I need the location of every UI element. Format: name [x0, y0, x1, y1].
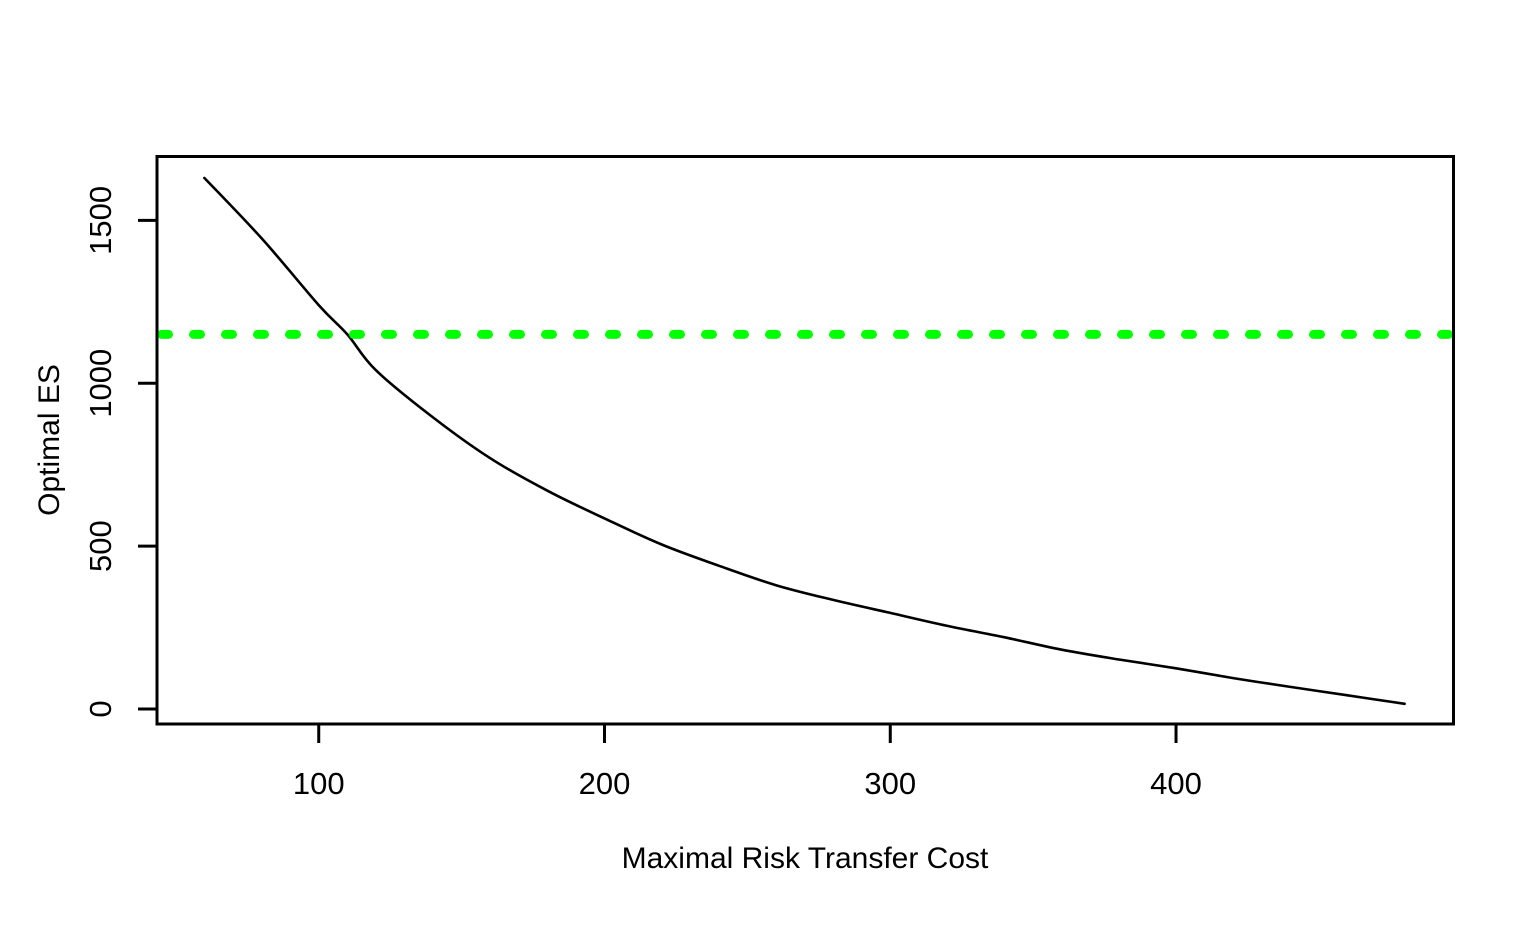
y-tick-label: 1000	[83, 349, 118, 418]
x-tick-label: 300	[864, 766, 916, 801]
y-tick-label: 1500	[83, 186, 118, 255]
plot-box	[155, 155, 1455, 726]
axes-layer: 100 200 300 400 0 500 1000 1500	[83, 155, 1455, 801]
x-axis-title: Maximal Risk Transfer Cost	[622, 842, 989, 875]
y-tick-label: 500	[83, 520, 118, 572]
data-layer	[157, 176, 1453, 706]
x-tick-label: 200	[579, 766, 631, 801]
optimal-es-curve	[203, 176, 1406, 706]
y-axis-title: Optimal ES	[33, 364, 66, 516]
y-tick-label: 0	[83, 700, 118, 717]
x-tick-label: 100	[293, 766, 345, 801]
x-tick-label: 400	[1150, 766, 1202, 801]
